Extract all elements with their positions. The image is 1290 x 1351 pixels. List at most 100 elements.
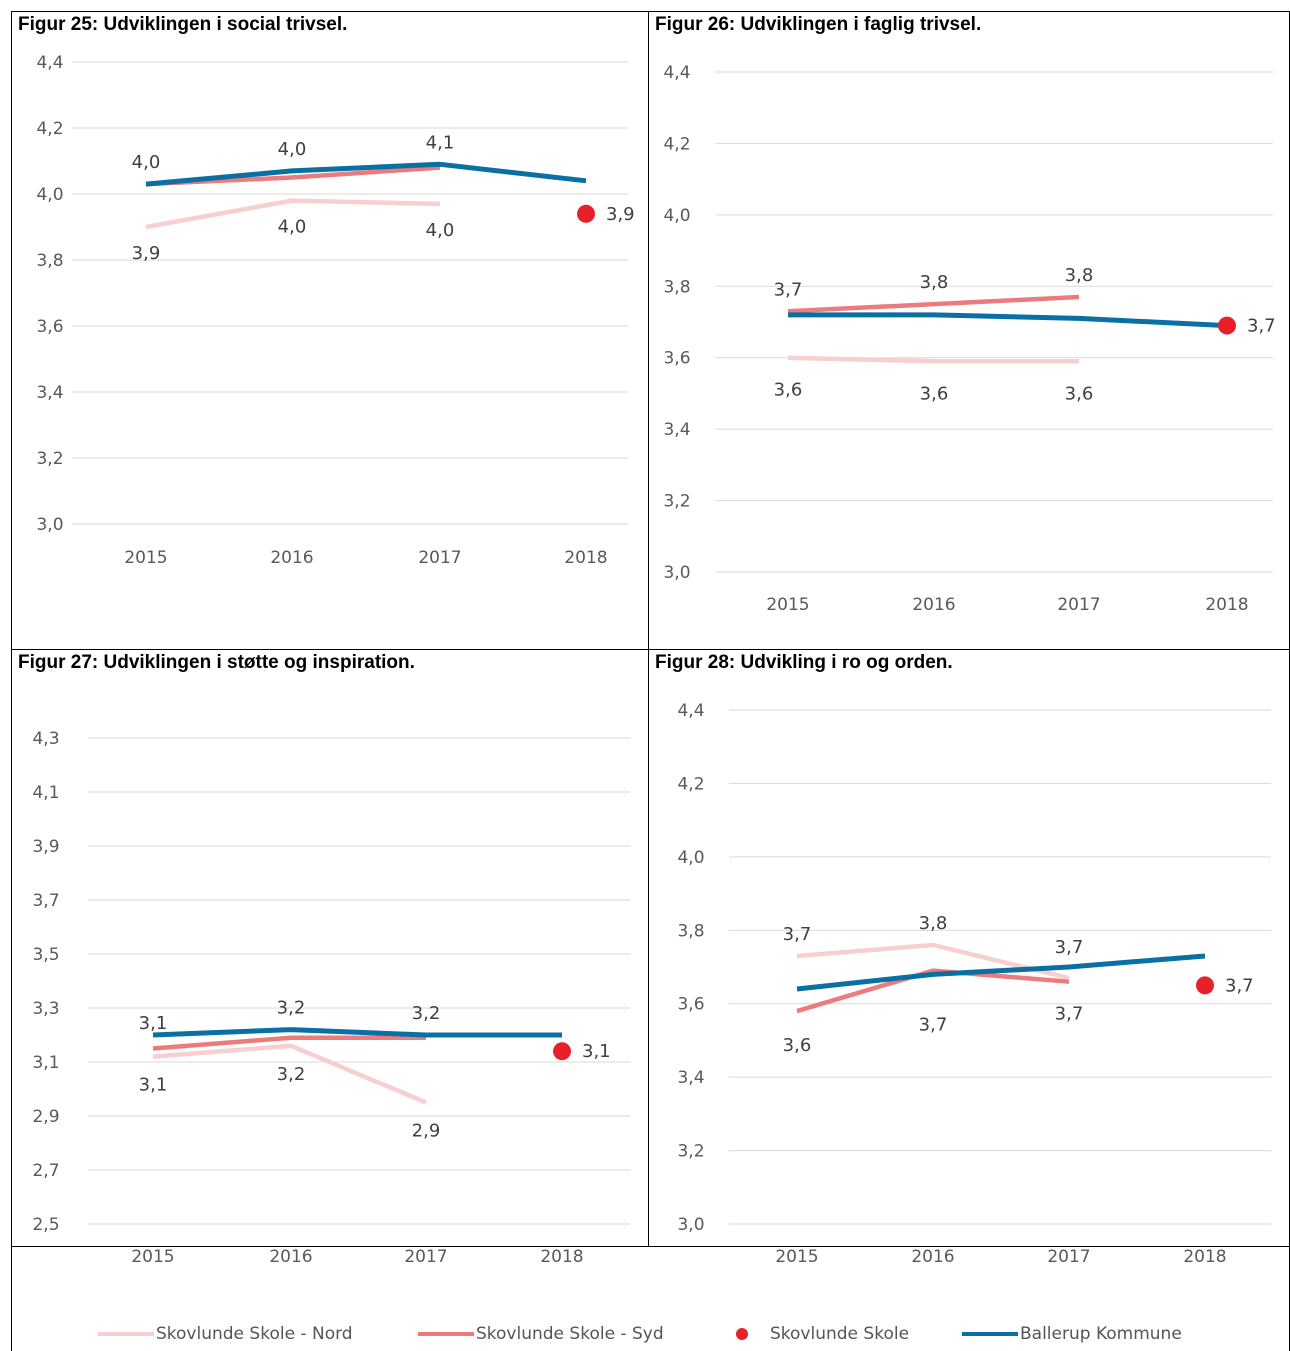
y-tick-label: 3,2 bbox=[663, 492, 690, 512]
chart-title: Figur 25: Udviklingen i social trivsel. bbox=[18, 14, 348, 35]
y-tick-label: 3,0 bbox=[677, 1215, 704, 1235]
data-label: 4,0 bbox=[426, 220, 455, 241]
y-tick-label: 3,6 bbox=[663, 349, 690, 369]
chart-svg: 3,0 3,2 3,4 3,6 3,8 4,0 4,2 4,4 2015 2016 2017 2018… bbox=[663, 63, 1275, 615]
x-tick-label: 2018 bbox=[540, 1247, 583, 1267]
chart-legend: Skovlunde Skole - Nord Skovlunde Skole -… bbox=[0, 1315, 1290, 1351]
data-label: 3,8 bbox=[920, 272, 949, 293]
x-tick-label: 2015 bbox=[124, 548, 167, 568]
data-label: 3,1 bbox=[139, 1075, 168, 1096]
x-tick-label: 2016 bbox=[911, 1247, 954, 1267]
data-label: 3,9 bbox=[132, 243, 161, 264]
table-border-middle-v bbox=[648, 11, 649, 1247]
chart-panel-figur-25: Figur 25: Udviklingen i social trivsel. … bbox=[12, 12, 648, 649]
legend-item-ballerup: Ballerup Kommune bbox=[962, 1321, 1182, 1347]
x-tick-label: 2016 bbox=[270, 548, 313, 568]
data-label: 3,8 bbox=[919, 913, 948, 934]
x-tick-label: 2015 bbox=[131, 1247, 174, 1267]
series-point-skovlunde-skole bbox=[1196, 976, 1214, 995]
series-line-ballerup bbox=[145, 161, 587, 187]
data-label: 3,7 bbox=[1225, 975, 1254, 996]
y-tick-label: 3,4 bbox=[663, 420, 690, 440]
legend-label: Skovlunde Skole bbox=[770, 1324, 910, 1344]
legend-swatch-nord bbox=[98, 1332, 154, 1336]
x-tick-label: 2018 bbox=[564, 548, 607, 568]
data-label: 4,0 bbox=[278, 139, 307, 160]
x-tick-label: 2018 bbox=[1183, 1247, 1226, 1267]
y-tick-label: 3,2 bbox=[36, 449, 63, 469]
y-tick-label: 3,3 bbox=[32, 999, 59, 1019]
y-tick-label: 3,7 bbox=[32, 891, 59, 911]
chart-svg: 2,5 2,7 2,9 3,1 3,3 3,5 3,7 3,9 4,1 4,3 2015 2016 20… bbox=[32, 729, 630, 1267]
series-line-nord bbox=[787, 355, 1079, 364]
data-label: 2,9 bbox=[412, 1121, 441, 1142]
y-tick-label: 2,5 bbox=[32, 1215, 59, 1235]
data-label: 3,1 bbox=[582, 1041, 611, 1062]
y-tick-label: 4,4 bbox=[677, 701, 704, 721]
table-border-top bbox=[11, 11, 1290, 12]
y-tick-label: 4,4 bbox=[663, 63, 690, 83]
y-tick-label: 3,1 bbox=[32, 1053, 59, 1073]
legend-swatch-ballerup bbox=[962, 1332, 1018, 1336]
chart-panel-figur-27: Figur 27: Udviklingen i støtte og inspir… bbox=[12, 650, 648, 1267]
data-label: 3,7 bbox=[783, 924, 812, 945]
y-tick-label: 4,0 bbox=[677, 848, 704, 868]
data-label: 3,7 bbox=[1055, 937, 1084, 958]
y-tick-label: 2,9 bbox=[32, 1107, 59, 1127]
legend-swatch-skole bbox=[736, 1328, 748, 1340]
y-tick-label: 2,7 bbox=[32, 1161, 59, 1181]
y-tick-label: 3,8 bbox=[677, 921, 704, 941]
series-line-ballerup bbox=[152, 1027, 562, 1038]
data-label: 3,6 bbox=[920, 383, 949, 404]
y-tick-label: 4,2 bbox=[677, 774, 704, 794]
y-tick-label: 3,6 bbox=[677, 995, 704, 1015]
y-tick-label: 3,6 bbox=[36, 317, 63, 337]
data-label: 3,6 bbox=[783, 1035, 812, 1056]
chart-svg: 3,0 3,2 3,4 3,6 3,8 4,0 4,2 4,4 2015 2016 2017 2018… bbox=[36, 53, 635, 568]
x-tick-label: 2017 bbox=[404, 1247, 447, 1267]
series-line-syd bbox=[787, 294, 1080, 314]
y-tick-label: 3,8 bbox=[663, 277, 690, 297]
x-tick-label: 2015 bbox=[775, 1247, 818, 1267]
y-tick-label: 3,8 bbox=[36, 251, 63, 271]
legend-label: Skovlunde Skole - Nord bbox=[156, 1324, 353, 1344]
series-line-syd bbox=[796, 968, 1070, 1014]
legend-label: Ballerup Kommune bbox=[1020, 1324, 1182, 1344]
series-line-nord bbox=[145, 198, 441, 230]
chart-panel-figur-28: Figur 28: Udvikling i ro og orden. 3,0 3,… bbox=[649, 650, 1289, 1267]
table-border-left bbox=[11, 11, 12, 1351]
y-tick-label: 4,4 bbox=[36, 53, 63, 73]
y-tick-label: 3,5 bbox=[32, 945, 59, 965]
table-border-row2 bbox=[11, 1246, 1290, 1247]
data-label: 3,7 bbox=[1055, 1004, 1084, 1025]
data-label: 4,0 bbox=[278, 217, 307, 238]
data-label: 3,2 bbox=[277, 998, 306, 1019]
series-line-nord bbox=[152, 1043, 427, 1105]
data-label: 4,0 bbox=[132, 152, 161, 173]
x-tick-label: 2016 bbox=[912, 595, 955, 615]
x-tick-label: 2015 bbox=[766, 595, 809, 615]
y-tick-label: 3,0 bbox=[36, 515, 63, 535]
data-label: 3,6 bbox=[774, 380, 803, 401]
y-tick-label: 4,3 bbox=[32, 729, 59, 749]
y-tick-label: 3,4 bbox=[36, 383, 63, 403]
data-label: 3,6 bbox=[1065, 383, 1094, 404]
series-point-skovlunde-skole bbox=[553, 1042, 571, 1061]
legend-swatch-syd bbox=[418, 1332, 474, 1336]
x-tick-label: 2018 bbox=[1205, 595, 1248, 615]
chart-title: Figur 26: Udviklingen i faglig trivsel. bbox=[655, 14, 982, 35]
legend-item-syd: Skovlunde Skole - Syd bbox=[418, 1321, 664, 1347]
legend-item-nord: Skovlunde Skole - Nord bbox=[98, 1321, 353, 1347]
x-tick-label: 2017 bbox=[1057, 595, 1100, 615]
x-tick-label: 2017 bbox=[418, 548, 461, 568]
data-label: 3,9 bbox=[606, 204, 635, 225]
data-label: 3,2 bbox=[277, 1064, 306, 1085]
series-line-ballerup bbox=[788, 312, 1228, 329]
legend-label: Skovlunde Skole - Syd bbox=[476, 1324, 664, 1344]
y-tick-label: 3,9 bbox=[32, 837, 59, 857]
y-tick-label: 3,2 bbox=[677, 1142, 704, 1162]
table-border-row1 bbox=[11, 649, 1290, 650]
x-tick-label: 2017 bbox=[1047, 1247, 1090, 1267]
chart-title: Figur 27: Udviklingen i støtte og inspir… bbox=[18, 652, 415, 673]
chart-title: Figur 28: Udvikling i ro og orden. bbox=[655, 652, 953, 673]
